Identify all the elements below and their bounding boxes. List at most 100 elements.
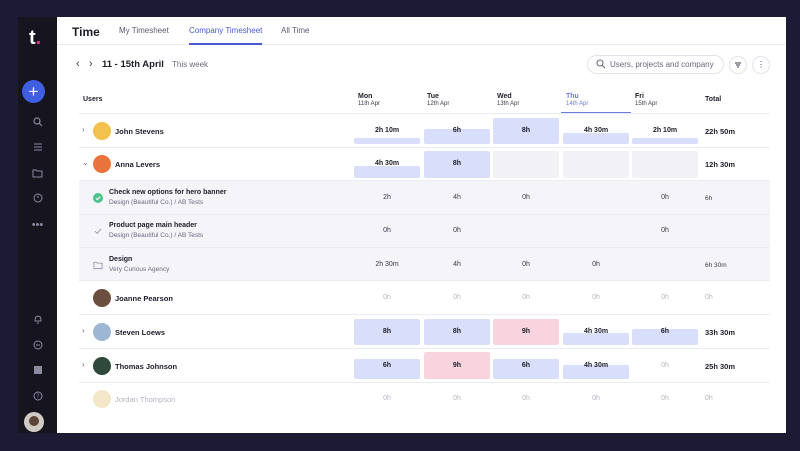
time-block[interactable] xyxy=(354,138,420,144)
avatar xyxy=(93,323,111,341)
more-options-button[interactable]: ⋮ xyxy=(752,56,770,74)
chevron-right-icon[interactable]: › xyxy=(82,360,85,369)
time-block[interactable] xyxy=(424,129,490,144)
tab-my-timesheet[interactable]: My Timesheet xyxy=(119,26,169,35)
day-header-fri[interactable]: Fri 15th Apr xyxy=(635,93,658,107)
row-total: 6h xyxy=(705,195,713,202)
week-label: This week xyxy=(172,60,209,69)
overtime-block[interactable] xyxy=(424,352,490,379)
tab-all-time[interactable]: All Time xyxy=(281,26,310,35)
chevron-right-icon[interactable]: › xyxy=(82,326,85,335)
grid-icon[interactable] xyxy=(18,365,57,379)
time-value: 6h xyxy=(521,362,531,369)
time-value: 4h 30m xyxy=(583,127,609,134)
time-value: 8h xyxy=(452,328,462,335)
sidebar: t. + ••• ? xyxy=(18,17,57,433)
user-row-john-stevens[interactable]: › John Stevens 2h 10m 6h 8h 4h 30m 2h 10… xyxy=(79,113,770,147)
time-value: 0h xyxy=(383,227,391,234)
prev-week-button[interactable]: ‹ xyxy=(76,58,80,70)
time-block[interactable] xyxy=(424,319,490,345)
time-value: 2h 30m xyxy=(375,261,399,268)
task-row[interactable]: Product page main header Design (Beautif… xyxy=(79,214,770,247)
empty-block[interactable] xyxy=(632,151,698,178)
row-total: 22h 50m xyxy=(705,127,736,136)
search-input[interactable] xyxy=(610,58,720,71)
filter-button[interactable] xyxy=(729,56,747,74)
next-week-button[interactable]: › xyxy=(89,58,93,70)
help-icon[interactable]: ? xyxy=(18,391,57,405)
empty-block[interactable] xyxy=(493,151,559,178)
bell-icon[interactable] xyxy=(18,314,57,328)
today-indicator xyxy=(561,112,631,113)
day-header-thu[interactable]: Thu 14th Apr xyxy=(566,93,589,107)
row-total: 0h xyxy=(705,395,713,402)
main-panel: Time My Timesheet Company Timesheet All … xyxy=(57,17,786,433)
user-row-thomas-johnson[interactable]: › Thomas Johnson 6h 9h 6h 4h 30m 0h 25h … xyxy=(79,348,770,382)
avatar xyxy=(93,357,111,375)
project-row[interactable]: Design Very Curious Agency 2h 30m 4h 0h … xyxy=(79,247,770,280)
user-name: John Stevens xyxy=(115,127,164,136)
time-block[interactable] xyxy=(424,151,490,178)
task-title: Check new options for hero banner xyxy=(109,189,227,196)
user-avatar[interactable] xyxy=(24,412,44,432)
tab-company-timesheet[interactable]: Company Timesheet xyxy=(189,26,263,45)
more-icon[interactable]: ••• xyxy=(31,219,44,231)
project-client: Very Curious Agency xyxy=(109,266,170,273)
total-column-header: Total xyxy=(705,96,722,103)
user-row-jordan-thompson[interactable]: Jordan Thompson 0h 0h 0h 0h 0h 0h xyxy=(79,382,770,415)
empty-block[interactable] xyxy=(563,151,629,178)
time-value: 0h xyxy=(592,294,600,301)
user-name: Jordan Thompson xyxy=(115,395,176,404)
day-header-tue[interactable]: Tue 12th Apr xyxy=(427,93,450,107)
time-block[interactable] xyxy=(354,319,420,345)
time-value: 0h xyxy=(592,395,600,402)
time-value: 0h xyxy=(453,227,461,234)
chevron-down-icon[interactable]: ⌄ xyxy=(82,158,89,167)
search-box[interactable] xyxy=(587,55,724,74)
svg-text:?: ? xyxy=(36,393,39,400)
overtime-block[interactable] xyxy=(493,319,559,345)
time-value: 9h xyxy=(452,362,462,369)
time-block[interactable] xyxy=(632,138,698,144)
list-icon[interactable] xyxy=(18,142,57,156)
row-total: 0h xyxy=(705,294,713,301)
user-name: Steven Loews xyxy=(115,328,166,337)
time-value: 0h xyxy=(661,395,669,402)
user-name: Joanne Pearson xyxy=(115,294,173,303)
time-value: 0h xyxy=(592,261,600,268)
time-block[interactable] xyxy=(632,329,698,345)
time-value: 2h 10m xyxy=(652,127,678,134)
chevron-right-icon[interactable]: › xyxy=(82,125,85,134)
time-block[interactable] xyxy=(493,118,559,144)
project-title: Design xyxy=(109,256,133,263)
folder-icon[interactable] xyxy=(18,168,57,182)
time-block[interactable] xyxy=(493,359,559,379)
row-total: 33h 30m xyxy=(705,328,736,337)
search-icon[interactable] xyxy=(18,117,57,131)
time-block[interactable] xyxy=(354,166,420,178)
support-icon[interactable] xyxy=(18,340,57,354)
avatar xyxy=(93,289,111,307)
time-value: 0h xyxy=(661,362,669,369)
task-row[interactable]: Check new options for hero banner Design… xyxy=(79,180,770,214)
day-header-mon[interactable]: Mon 11th Apr xyxy=(358,93,380,107)
folder-icon xyxy=(93,261,103,270)
day-header-wed[interactable]: Wed 13th Apr xyxy=(497,93,520,107)
check-circle-icon[interactable] xyxy=(93,193,103,203)
time-block[interactable] xyxy=(563,133,629,144)
user-row-anna-levers[interactable]: ⌄ Anna Levers 4h 30m 8h 12h 30m xyxy=(79,147,770,180)
time-block[interactable] xyxy=(563,365,629,379)
user-row-steven-loews[interactable]: › Steven Loews 8h 8h 9h 4h 30m 6h 33h 30… xyxy=(79,314,770,348)
user-row-joanne-pearson[interactable]: Joanne Pearson 0h 0h 0h 0h 0h 0h xyxy=(79,280,770,314)
time-value: 8h xyxy=(521,127,531,134)
time-value: 6h xyxy=(452,127,462,134)
time-block[interactable] xyxy=(354,359,420,379)
app-logo[interactable]: t. xyxy=(29,27,42,49)
time-value: 0h xyxy=(383,395,391,402)
time-block[interactable] xyxy=(563,333,629,345)
row-total: 12h 30m xyxy=(705,160,736,169)
add-button[interactable]: + xyxy=(22,80,45,103)
check-icon[interactable] xyxy=(93,226,103,236)
timer-icon[interactable] xyxy=(18,193,57,207)
time-value: 0h xyxy=(453,294,461,301)
